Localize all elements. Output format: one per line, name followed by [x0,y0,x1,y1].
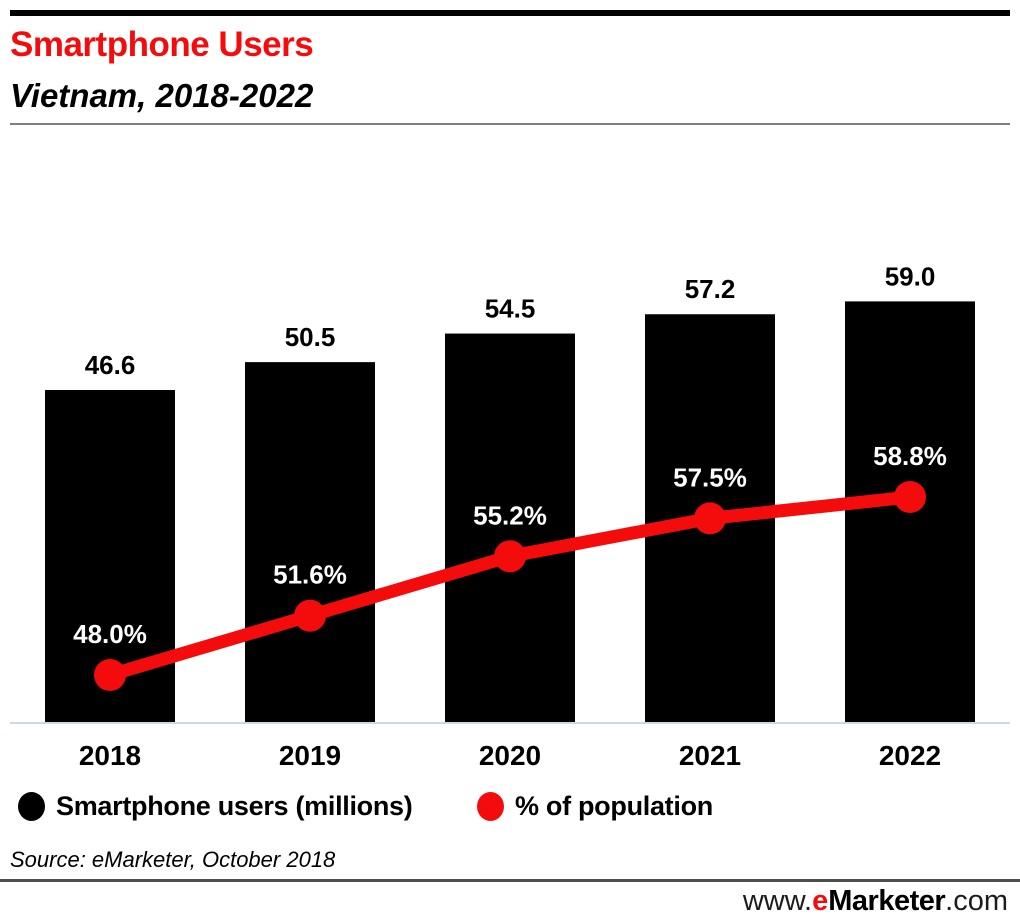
line-dot-2020 [494,540,526,573]
legend-item-smartphone-users: Smartphone users (millions) [18,788,413,824]
bar-2019 [245,362,375,723]
line-dot-2019 [294,599,326,632]
bar-value-label: 54.5 [485,294,536,324]
chart-subtitle: Vietnam, 2018-2022 [10,77,314,114]
footer-divider [0,879,1020,882]
bar-value-label: 57.2 [685,274,736,304]
percent-value-label: 51.6% [273,560,347,590]
bar-2020 [445,333,575,723]
chart-legend: Smartphone users (millions) % of populat… [0,788,1020,824]
x-tick-label: 2022 [879,740,941,771]
chart-title: Smartphone Users [10,25,314,64]
x-axis-line [10,722,1010,724]
percent-value-label: 48.0% [73,619,147,649]
line-dot-2018 [94,659,126,691]
percent-value-label: 57.5% [673,462,747,492]
percent-value-label: 55.2% [473,500,547,530]
url-com: .com [945,885,1008,917]
x-tick-label: 2018 [79,740,141,771]
bar-value-label: 59.0 [885,261,936,291]
bar-value-label: 50.5 [285,322,336,352]
line-series-marker-icon [477,791,504,821]
x-tick-label: 2020 [479,740,541,771]
title-underline [10,123,1010,125]
line-dot-2022 [894,481,926,513]
source-note: Source: eMarketer, October 2018 [10,847,336,872]
top-accent-rule [10,10,1010,16]
legend-label-smartphone-users: Smartphone users (millions) [56,790,413,821]
url-brand-rest: Marketer [828,885,946,917]
url-brand-e: e [812,885,829,917]
x-tick-label: 2021 [679,740,741,771]
x-tick-label: 2019 [279,740,341,771]
percent-value-label: 58.8% [873,441,947,471]
bar-value-label: 46.6 [85,350,136,380]
site-url: www.eMarketer.com [743,885,1008,918]
bar-series-marker-icon [18,791,45,821]
line-dot-2021 [694,502,726,535]
legend-label-percent-population: % of population [515,790,713,821]
url-www: www. [742,885,813,917]
legend-item-percent-population: % of population [477,788,713,824]
